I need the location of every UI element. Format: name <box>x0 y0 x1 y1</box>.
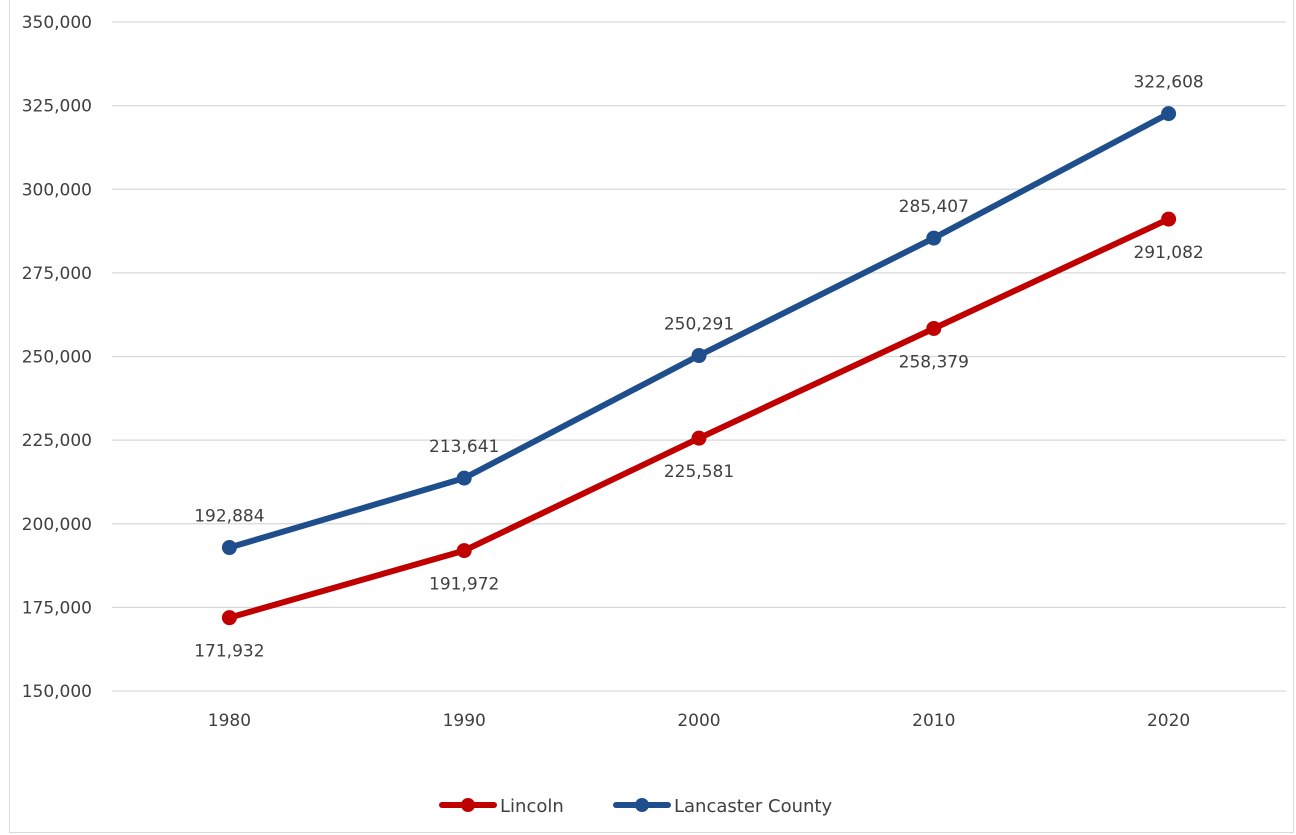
data-label: 322,608 <box>1133 73 1203 93</box>
chart-frame <box>9 0 1294 833</box>
legend-label: Lincoln <box>500 796 564 817</box>
y-tick-label: 225,000 <box>22 431 92 451</box>
data-label: 213,641 <box>429 437 499 457</box>
data-label: 225,581 <box>664 462 734 482</box>
series-points <box>221 106 1177 626</box>
y-tick-label: 200,000 <box>22 515 92 535</box>
data-label: 258,379 <box>899 352 969 372</box>
data-point <box>221 610 237 626</box>
x-tick-label: 2010 <box>912 711 955 731</box>
data-point <box>456 543 472 559</box>
data-point <box>1161 211 1177 227</box>
y-tick-label: 250,000 <box>22 348 92 368</box>
data-label: 285,407 <box>899 197 969 217</box>
legend-label: Lancaster County <box>674 796 832 817</box>
data-point <box>456 470 472 486</box>
x-tick-label: 1990 <box>443 711 486 731</box>
y-tick-label: 175,000 <box>22 598 92 618</box>
legend: Lincoln Lancaster County <box>439 796 832 817</box>
y-tick-label: 325,000 <box>22 97 92 117</box>
y-tick-label: 300,000 <box>22 180 92 200</box>
y-tick-label: 150,000 <box>22 682 92 702</box>
legend-swatch-marker <box>635 798 649 812</box>
data-label: 291,082 <box>1133 243 1203 263</box>
data-point <box>926 230 942 246</box>
data-point <box>1161 106 1177 122</box>
y-axis-tick-labels: 150,000 175,000 200,000 225,000 250,000 275,0… <box>22 13 92 702</box>
data-point <box>691 430 707 446</box>
data-point <box>926 320 942 336</box>
y-tick-label: 275,000 <box>22 264 92 284</box>
data-labels: 171,932 191,972 225,581 258,379 291,082 192,8… <box>194 73 1204 662</box>
data-label: 171,932 <box>194 642 264 662</box>
y-tick-label: 350,000 <box>22 13 92 33</box>
data-label: 250,291 <box>664 315 734 335</box>
legend-swatch-marker <box>461 798 475 812</box>
x-axis-tick-labels: 1980 1990 2000 2010 2020 <box>208 711 1190 731</box>
data-label: 192,884 <box>194 507 264 527</box>
x-tick-label: 2020 <box>1147 711 1190 731</box>
x-tick-label: 2000 <box>677 711 720 731</box>
x-tick-label: 1980 <box>208 711 251 731</box>
data-point <box>691 348 707 364</box>
data-point <box>221 540 237 556</box>
series-line-lincoln <box>226 216 1172 621</box>
data-label: 191,972 <box>429 575 499 595</box>
